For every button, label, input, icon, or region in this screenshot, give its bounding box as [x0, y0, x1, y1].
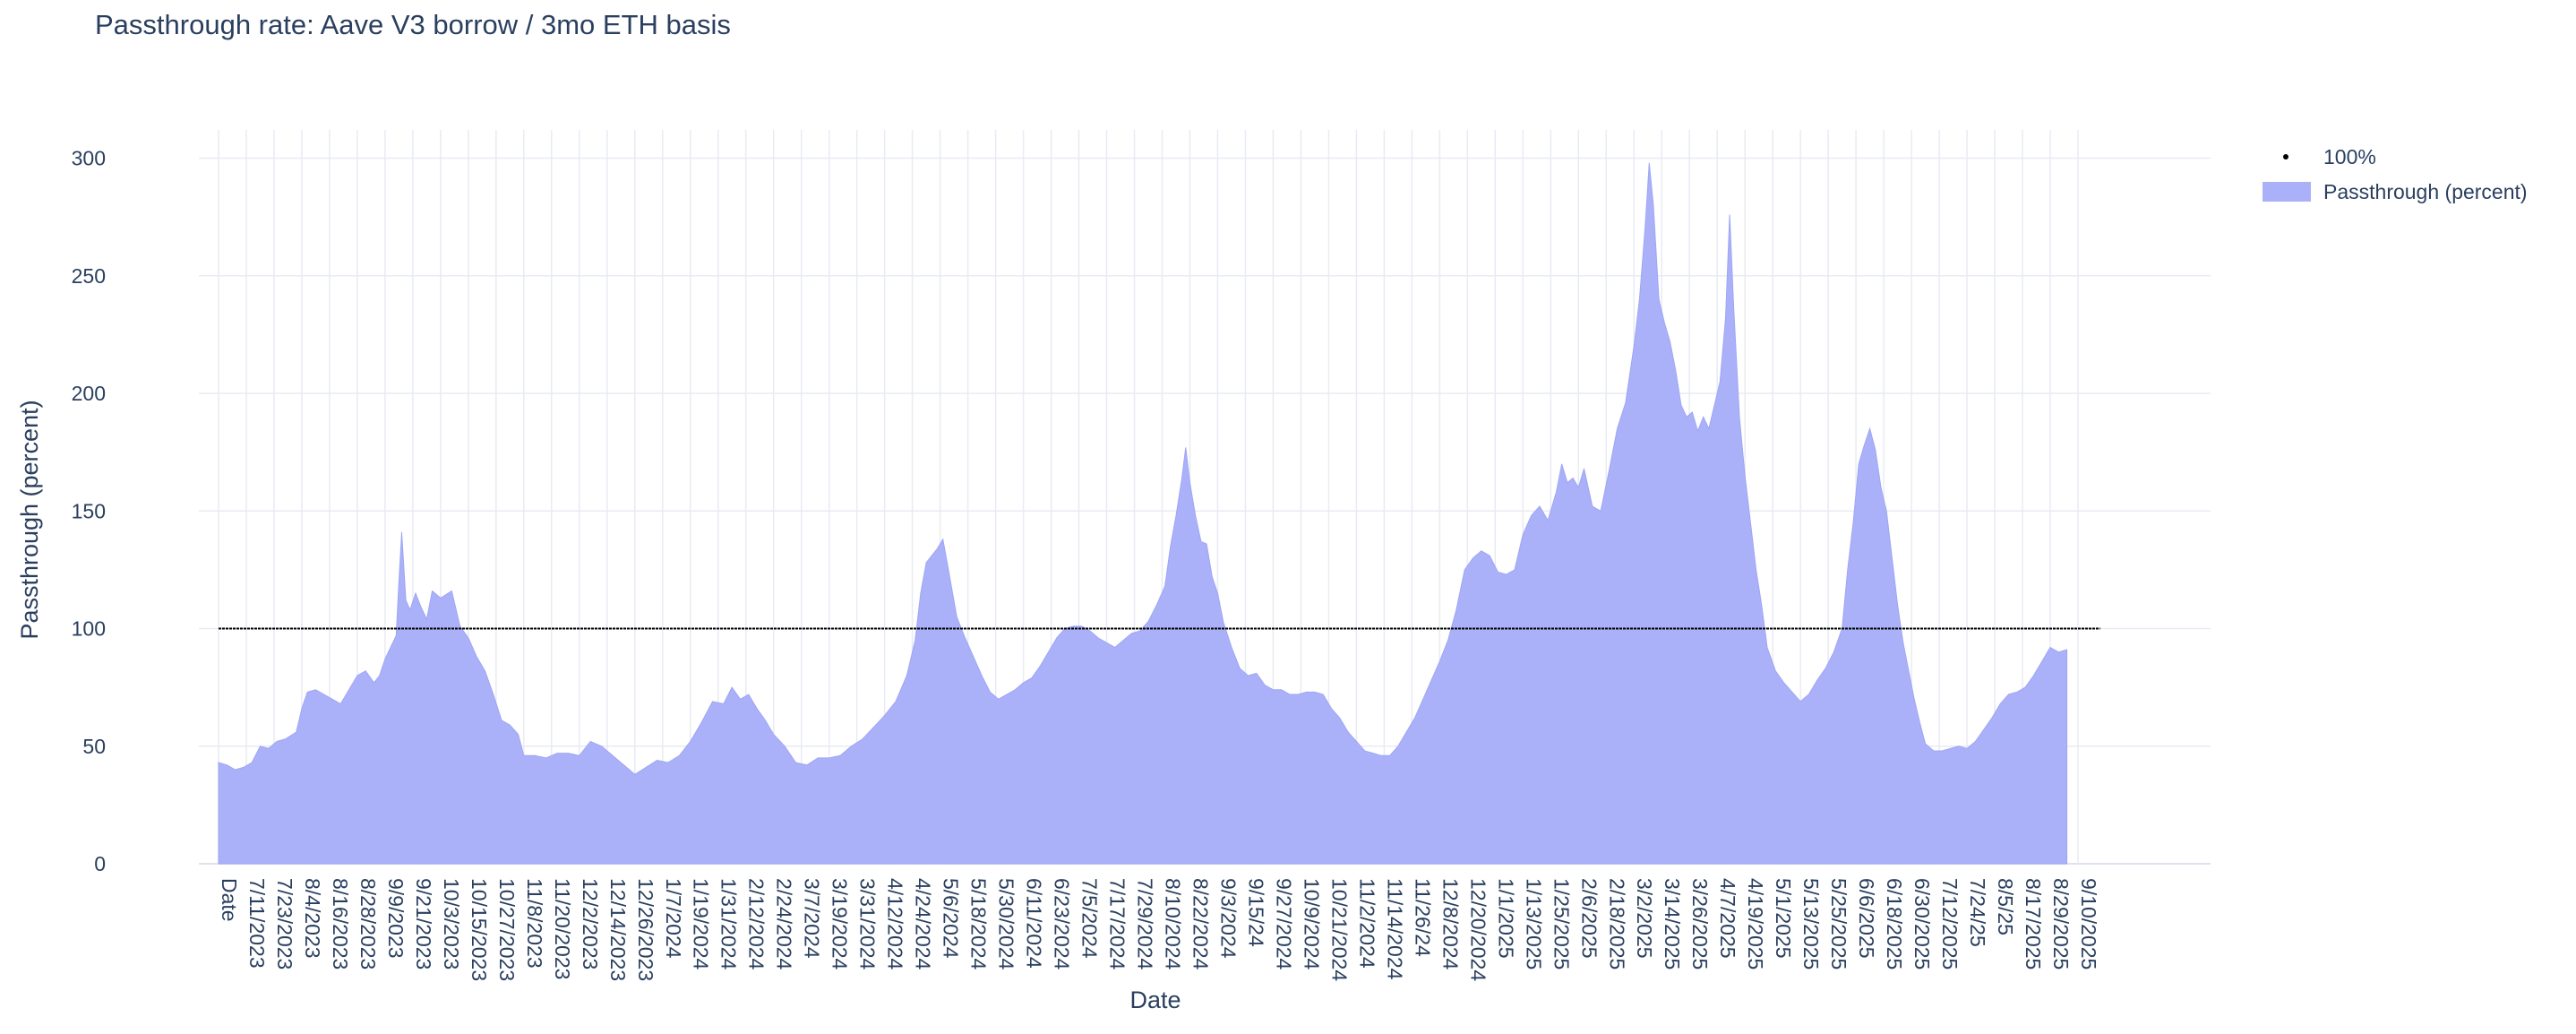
- legend-label-100pct: 100%: [2323, 145, 2376, 168]
- x-tick-label: 12/8/2024: [1438, 878, 1462, 970]
- x-tick-label: 8/29/2025: [2049, 878, 2073, 969]
- x-tick-label: 10/27/2023: [495, 878, 519, 981]
- x-tick-label: 1/31/2024: [717, 878, 741, 970]
- x-tick-label: 12/14/2023: [606, 878, 630, 981]
- x-tick-label: 11/14/2024: [1383, 878, 1406, 980]
- x-axis-ticks: Date 7/11/2023 7/23/2023 8/4/2023 8/16/2023 8…: [218, 878, 2100, 981]
- x-tick-label: 7/5/2024: [1078, 878, 1102, 959]
- x-tick-label: 5/13/2025: [1799, 878, 1823, 969]
- x-tick-label: 6/18/2025: [1883, 878, 1906, 969]
- x-tick-label: 5/18/2024: [967, 878, 991, 970]
- legend-label-passthrough: Passthrough (percent): [2323, 180, 2528, 203]
- x-tick-label: 11/26/24: [1411, 878, 1434, 957]
- x-tick-label: 8/16/2023: [329, 878, 352, 969]
- x-tick-label: Date: [218, 878, 241, 922]
- y-tick-label: 200: [72, 382, 106, 405]
- x-tick-label: 9/15/24: [1244, 878, 1267, 947]
- x-tick-label: 3/31/2024: [856, 878, 880, 970]
- x-tick-label: 8/22/2024: [1189, 878, 1212, 970]
- legend-item-passthrough[interactable]: Passthrough (percent): [2263, 180, 2528, 203]
- x-tick-label: 7/23/2023: [273, 878, 296, 969]
- x-tick-label: 1/19/2024: [690, 878, 713, 970]
- x-tick-label: 5/25/2025: [1827, 878, 1850, 969]
- x-tick-label: 6/30/2025: [1911, 878, 1934, 969]
- x-tick-label: 6/11/2024: [1023, 878, 1046, 969]
- y-tick-label: 50: [82, 735, 106, 758]
- legend-item-100pct[interactable]: 100%: [2283, 145, 2376, 168]
- legend-dot-marker: [2283, 154, 2288, 159]
- x-tick-label: 1/7/2024: [662, 878, 685, 959]
- x-tick-label: 5/30/2024: [995, 878, 1018, 970]
- y-tick-label: 150: [72, 499, 106, 522]
- x-tick-label: 3/2/2025: [1633, 878, 1656, 959]
- x-tick-label: 7/11/2023: [245, 878, 269, 969]
- x-tick-label: 9/9/2023: [384, 878, 408, 959]
- y-axis-title: Passthrough (percent): [16, 400, 43, 639]
- x-tick-label: 8/5/25: [1994, 878, 2017, 935]
- legend-area-swatch: [2263, 182, 2311, 202]
- x-tick-label: 8/17/2025: [2022, 878, 2045, 969]
- x-tick-label: 8/10/2024: [1161, 878, 1184, 970]
- x-tick-label: 3/19/2024: [829, 878, 852, 970]
- chart-title: Passthrough rate: Aave V3 borrow / 3mo E…: [95, 9, 731, 40]
- x-tick-label: 6/23/2024: [1051, 878, 1074, 970]
- x-axis-title: Date: [1129, 987, 1181, 1013]
- x-tick-label: 7/17/2024: [1106, 878, 1129, 970]
- x-tick-label: 7/29/2024: [1134, 878, 1157, 970]
- x-tick-label: 10/3/2023: [440, 878, 463, 969]
- x-tick-label: 7/12/2025: [1938, 878, 1962, 969]
- x-tick-label: 11/8/2023: [523, 878, 546, 969]
- x-tick-label: 2/18/2025: [1605, 878, 1628, 969]
- x-tick-label: 7/24/25: [1966, 878, 1989, 947]
- x-tick-label: 2/24/2024: [773, 878, 796, 970]
- x-tick-label: 4/12/2024: [884, 878, 907, 970]
- area-series-path: [218, 162, 2068, 865]
- x-tick-label: 5/1/2025: [1772, 878, 1795, 959]
- x-tick-label: 2/6/2025: [1577, 878, 1601, 959]
- y-tick-label: 250: [72, 264, 106, 288]
- x-tick-label: 4/7/2025: [1716, 878, 1739, 959]
- x-tick-label: 12/2/2023: [579, 878, 602, 969]
- x-tick-label: 8/4/2023: [301, 878, 324, 959]
- x-tick-label: 8/28/2023: [356, 878, 380, 969]
- x-tick-label: 1/25/2025: [1550, 878, 1573, 969]
- x-tick-label: 9/10/2025: [2077, 878, 2100, 969]
- x-tick-label: 11/20/2023: [551, 878, 574, 979]
- y-tick-label: 0: [94, 852, 106, 875]
- y-tick-label: 100: [72, 617, 106, 641]
- y-axis-ticks: 0 50 100 150 200 250 300: [72, 147, 106, 876]
- x-tick-label: 10/9/2024: [1300, 878, 1323, 970]
- x-tick-label: 4/19/2025: [1744, 878, 1767, 969]
- x-tick-label: 3/26/2025: [1688, 878, 1712, 969]
- legend[interactable]: 100% Passthrough (percent): [2263, 145, 2528, 203]
- x-tick-label: 2/12/2024: [745, 878, 769, 970]
- y-tick-label: 300: [72, 147, 106, 170]
- x-tick-label: 3/14/2025: [1661, 878, 1684, 969]
- x-tick-label: 1/1/2025: [1494, 878, 1517, 959]
- x-tick-label: 6/6/2025: [1855, 878, 1878, 959]
- x-tick-label: 9/27/2024: [1272, 878, 1295, 970]
- x-tick-label: 3/7/2024: [801, 878, 824, 959]
- x-tick-label: 9/21/2023: [412, 878, 435, 969]
- x-tick-label: 12/20/2024: [1466, 878, 1490, 981]
- area-series: [218, 162, 2068, 865]
- x-tick-label: 11/2/2024: [1355, 878, 1378, 969]
- x-tick-label: 10/15/2023: [468, 878, 491, 981]
- x-tick-label: 9/3/2024: [1216, 878, 1240, 959]
- x-tick-label: 12/26/2023: [634, 878, 657, 981]
- x-tick-label: 10/21/2024: [1327, 878, 1351, 981]
- x-tick-label: 1/13/2025: [1522, 878, 1545, 969]
- x-tick-label: 5/6/2024: [940, 878, 963, 959]
- x-tick-label: 4/24/2024: [912, 878, 935, 970]
